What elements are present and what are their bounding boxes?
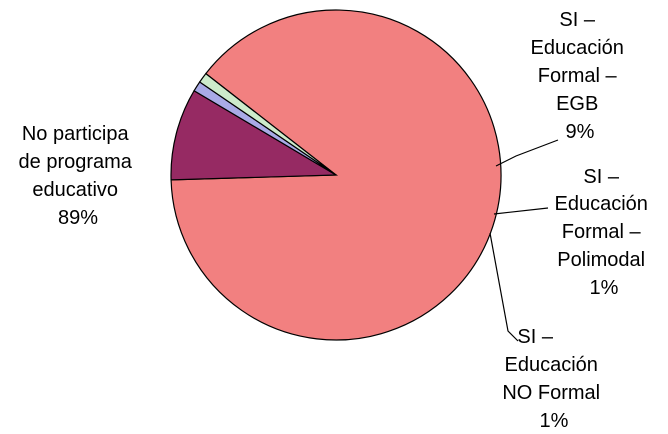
slice-label-egb-line-1: SI – bbox=[559, 9, 595, 31]
leader-line-egb bbox=[495, 139, 559, 167]
slice-label-polimodal-line-3: Formal – bbox=[562, 221, 642, 243]
slice-label-polimodal-line-1: SI – bbox=[583, 166, 619, 188]
slice-egb bbox=[170, 89, 339, 181]
slice-label-no-formal-pct: 1% bbox=[540, 410, 569, 432]
slice-label-no-participa-line-1: No participa bbox=[22, 123, 130, 145]
slice-label-no-formal-line-3: NO Formal bbox=[502, 382, 600, 404]
slice-label-polimodal-line-4: Polimodal bbox=[557, 249, 645, 271]
slice-label-egb-line-2: Educación bbox=[531, 37, 624, 59]
slice-label-polimodal: SI – Educación Formal – Polimodal 1% bbox=[555, 166, 654, 299]
slice-label-no-participa: No participa de programa educativo 89% bbox=[19, 123, 138, 229]
slice-label-no-formal: SI – Educación NO Formal 1% bbox=[502, 326, 605, 432]
slice-label-egb-pct: 9% bbox=[566, 121, 595, 143]
leader-line-polimodal bbox=[493, 207, 549, 215]
slice-label-no-participa-line-3: educativo bbox=[32, 179, 118, 201]
slice-label-egb-line-4: EGB bbox=[556, 93, 598, 115]
slice-label-egb-line-3: Formal – bbox=[538, 65, 618, 87]
slice-no-formal bbox=[198, 72, 337, 176]
slice-label-polimodal-pct: 1% bbox=[590, 277, 619, 299]
slice-label-no-participa-pct: 89% bbox=[58, 207, 98, 229]
slice-label-no-formal-line-2: Educación bbox=[505, 354, 598, 376]
slice-label-egb: SI – Educación Formal – EGB 9% bbox=[531, 9, 630, 143]
slice-label-polimodal-line-2: Educación bbox=[555, 193, 648, 215]
leader-lines bbox=[489, 139, 559, 342]
leader-line-no-formal bbox=[489, 232, 519, 342]
pie-slices bbox=[170, 9, 502, 341]
slice-label-no-formal-line-1: SI – bbox=[517, 326, 553, 348]
slice-label-no-participa-line-2: de programa bbox=[19, 151, 133, 173]
